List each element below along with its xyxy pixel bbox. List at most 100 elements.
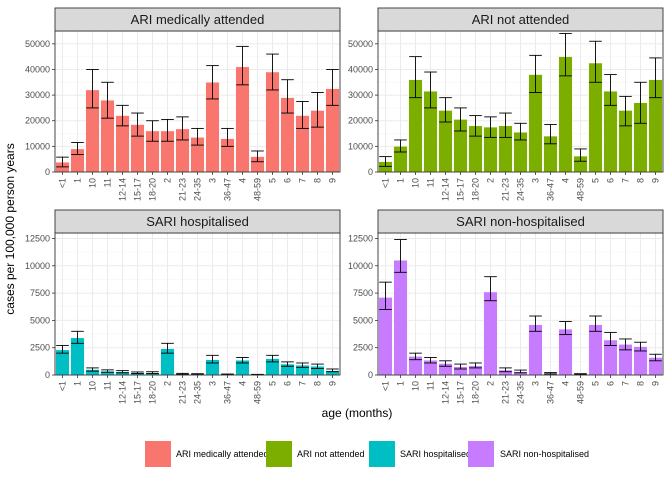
facet-panel: 0 10000 20000 30000 40000 50000 ARI not attend… [348, 7, 664, 201]
facet-strip [54, 7, 341, 32]
error-bar [394, 239, 407, 273]
y-tick-label: 0 [45, 167, 50, 177]
error-bar [544, 124, 557, 145]
error-bar [326, 368, 339, 373]
x-tick-label: 5 [591, 178, 601, 183]
error-bar [191, 373, 204, 376]
x-tick-label: 4 [238, 381, 248, 386]
y-axis-title: cases per 100,000 person years [3, 143, 17, 314]
x-tick-label: 11 [426, 381, 436, 390]
x-tick-label: 11 [426, 178, 436, 187]
error-bar [604, 74, 617, 106]
facet-panel: 0 10000 20000 30000 40000 50000 ARI medically … [25, 7, 341, 201]
y-tick-label: 5000 [353, 315, 373, 325]
error-bar [116, 104, 129, 127]
error-bar [469, 115, 482, 137]
x-tick-label: 24-35 [516, 178, 526, 201]
x-tick-label: 5 [591, 381, 601, 386]
x-tick-label: 7 [298, 381, 308, 386]
error-bar [266, 354, 279, 363]
facet-strip [377, 209, 664, 234]
x-tick-label: 48-59 [576, 178, 586, 201]
x-tick-label: 21-23 [501, 178, 511, 201]
error-bar [589, 40, 602, 83]
error-bar [439, 97, 452, 123]
error-bar [424, 71, 437, 109]
x-tick-label: 21-23 [501, 381, 511, 404]
y-tick-label: 2500 [30, 343, 50, 353]
x-tick-label: 8 [313, 178, 323, 183]
error-bar [484, 116, 497, 138]
x-tick-label: 48-59 [576, 381, 586, 404]
legend-label: ARI medically attended [176, 449, 269, 459]
x-tick-label: 9 [651, 381, 661, 386]
x-tick-label: 1 [396, 381, 406, 386]
x-tick-label: 2 [163, 381, 173, 386]
error-bar [206, 65, 219, 100]
y-tick-label: 12500 [348, 233, 373, 243]
x-tick-label: 8 [636, 178, 646, 183]
x-tick-label: 5 [268, 381, 278, 386]
error-bar [251, 150, 264, 163]
y-tick-label: 20000 [348, 116, 373, 126]
x-tick-label: 1 [396, 178, 406, 183]
error-bar [161, 118, 174, 142]
error-bar [146, 371, 159, 375]
error-bar [296, 362, 309, 368]
y-tick-label: 0 [45, 370, 50, 380]
error-bar [236, 357, 249, 364]
bar [528, 324, 543, 376]
error-bar [146, 120, 159, 142]
error-bar [559, 321, 572, 336]
error-bar [281, 361, 294, 367]
x-tick-label: 36-47 [223, 178, 233, 201]
y-tick-label: 20000 [25, 116, 50, 126]
x-tick-label: 3 [531, 381, 541, 386]
legend-item: SARI non-hospitalised [468, 441, 589, 467]
x-tick-label: 12-14 [118, 381, 128, 404]
error-bar [71, 142, 84, 156]
y-tick-label: 2500 [353, 343, 373, 353]
x-tick-label: 10 [88, 178, 98, 188]
error-bar [296, 101, 309, 129]
facet-title: ARI not attended [472, 12, 570, 27]
x-tick-label: 21-23 [178, 381, 188, 404]
x-tick-label: 10 [411, 178, 421, 188]
error-bar [101, 81, 114, 119]
x-tick-label: 5 [268, 178, 278, 183]
facet-title: ARI medically attended [131, 12, 265, 27]
x-tick-label: 4 [238, 178, 248, 183]
y-tick-label: 50000 [25, 39, 50, 49]
x-tick-label: 6 [606, 178, 616, 183]
x-tick-label: 12-14 [441, 381, 451, 404]
error-bar [574, 373, 587, 375]
x-axis-title: age (months) [322, 406, 393, 420]
x-tick-label: 4 [561, 178, 571, 183]
x-tick-label: 24-35 [516, 381, 526, 404]
x-tick-label: 36-47 [223, 381, 233, 404]
error-bar [499, 367, 512, 373]
error-bar [116, 370, 129, 374]
x-tick-label: 9 [651, 178, 661, 183]
error-bar [394, 139, 407, 153]
error-bar [56, 345, 69, 354]
y-tick-label: 30000 [25, 90, 50, 100]
legend-item: ARI not attended [266, 441, 365, 467]
y-tick-label: 10000 [348, 141, 373, 151]
error-bar [71, 330, 84, 344]
error-bar [311, 92, 324, 128]
error-bar [454, 363, 467, 370]
error-bar [514, 369, 527, 374]
x-tick-label: 7 [621, 178, 631, 183]
x-tick-label: 48-59 [253, 381, 263, 404]
x-tick-label: 36-47 [546, 381, 556, 404]
x-tick-label: 36-47 [546, 178, 556, 201]
x-tick-label: 6 [606, 381, 616, 386]
error-bar [176, 116, 189, 141]
legend-label: ARI not attended [297, 449, 365, 459]
x-tick-label: 6 [283, 381, 293, 386]
y-tick-label: 7500 [30, 288, 50, 298]
x-tick-label: 2 [486, 381, 496, 386]
x-tick-label: 15-17 [456, 381, 466, 404]
